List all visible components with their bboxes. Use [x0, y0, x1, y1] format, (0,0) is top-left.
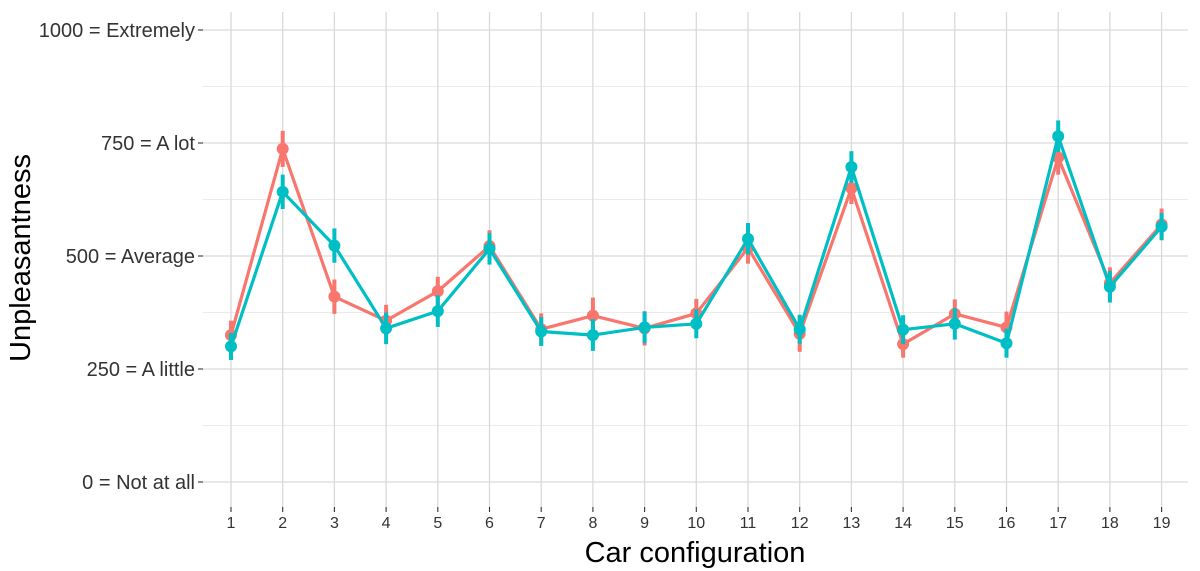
- x-tick-label: 1: [227, 515, 236, 532]
- data-point: [845, 160, 858, 173]
- data-point: [1052, 130, 1065, 143]
- x-tick-label: 9: [640, 515, 649, 532]
- x-tick-label: 13: [843, 515, 861, 532]
- data-point: [380, 322, 393, 335]
- x-tick-label: 15: [946, 515, 964, 532]
- data-point: [431, 305, 444, 318]
- x-tick-label: 10: [687, 515, 705, 532]
- series-2: [225, 120, 1168, 360]
- data-point: [897, 323, 910, 336]
- data-point: [535, 325, 548, 338]
- x-tick-label: 11: [740, 515, 757, 532]
- x-tick-label: 2: [278, 515, 287, 532]
- data-point: [431, 285, 444, 298]
- x-tick-label: 8: [588, 515, 597, 532]
- x-tick-label: 6: [485, 515, 494, 532]
- data-point: [328, 239, 341, 252]
- x-axis-ticks: 1 2 3 4 5 6 7 8 9 10 11 12 13 14 15 16 17 18 19: [227, 507, 1171, 532]
- x-tick-label: 14: [894, 515, 912, 532]
- data-point: [948, 317, 961, 330]
- x-tick-label: 19: [1153, 515, 1171, 532]
- series-layer: [225, 120, 1168, 360]
- data-point: [845, 182, 858, 195]
- y-axis-title: Unpleasantness: [5, 154, 37, 362]
- y-axis-ticks: 0 = Not at all 250 = A little 500 = Averag…: [39, 20, 203, 494]
- y-tick-label: 0 = Not at all: [82, 472, 195, 494]
- data-point: [1000, 337, 1013, 350]
- data-point: [742, 232, 754, 245]
- data-point: [328, 290, 341, 303]
- data-point: [1155, 220, 1168, 233]
- y-tick-label: 1000 = Extremely: [39, 20, 195, 42]
- x-tick-label: 12: [791, 515, 809, 532]
- data-point: [793, 323, 806, 336]
- x-tick-label: 3: [330, 515, 339, 532]
- plot-panel: [203, 12, 1188, 507]
- x-tick-label: 16: [998, 515, 1016, 532]
- x-tick-label: 17: [1049, 515, 1067, 532]
- data-point: [690, 317, 703, 330]
- x-tick-label: 18: [1101, 515, 1119, 532]
- data-point: [586, 329, 599, 342]
- data-point: [586, 309, 599, 322]
- data-point: [638, 321, 651, 334]
- x-axis-title: Car configuration: [585, 537, 806, 569]
- data-point: [225, 340, 237, 353]
- data-point: [1103, 280, 1116, 293]
- data-point: [276, 185, 289, 198]
- x-tick-label: 4: [382, 515, 391, 532]
- x-tick-label: 5: [433, 515, 442, 532]
- x-tick-label: 7: [537, 515, 546, 532]
- y-tick-label: 750 = A lot: [101, 133, 195, 155]
- data-point: [483, 242, 496, 255]
- data-point: [276, 142, 289, 155]
- y-tick-label: 250 = A little: [87, 359, 195, 381]
- y-tick-label: 500 = Average: [66, 246, 195, 268]
